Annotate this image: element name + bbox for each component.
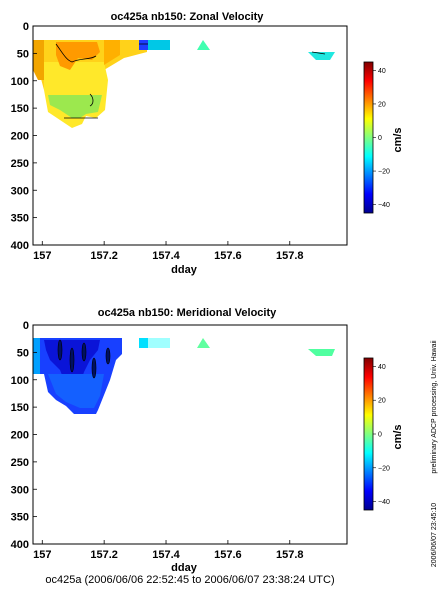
time-range-footer: oc425a (2006/06/06 22:52:45 to 2006/06/0… bbox=[45, 574, 334, 586]
meridional-contour-1 bbox=[57, 339, 63, 361]
y-tick-label: 150 bbox=[11, 402, 29, 414]
y-tick-label: 200 bbox=[11, 430, 29, 442]
meridional-patch-157-90 bbox=[308, 349, 335, 356]
colorbar-tick-label: 20 bbox=[378, 101, 386, 108]
meridional-title: oc425a nb150: Meridional Velocity bbox=[98, 307, 277, 319]
zonal-left-edge-region bbox=[33, 40, 44, 80]
colorbar-tick-label: −40 bbox=[378, 499, 390, 506]
y-tick-label: 350 bbox=[11, 213, 29, 225]
zonal-colorbar-label: cm/s bbox=[392, 127, 404, 152]
zonal-deep-region bbox=[48, 95, 102, 118]
meridional-patch-157-52 bbox=[197, 338, 210, 348]
y-tick-label: 100 bbox=[11, 76, 29, 88]
zonal-patch-157-52 bbox=[197, 40, 210, 50]
colorbar-tick-label: −20 bbox=[378, 465, 390, 472]
zonal-right-region bbox=[104, 40, 120, 65]
meridional-ticks: 157 157.2 157.4 157.6 157.8 0 50 100 150 200 250 30… bbox=[11, 320, 304, 561]
processing-note: preliminary ADCP processing, Univ. Hawai… bbox=[431, 340, 438, 474]
y-tick-label: 100 bbox=[11, 375, 29, 387]
x-tick-label: 157.2 bbox=[90, 549, 118, 561]
zonal-title: oc425a nb150: Zonal Velocity bbox=[111, 11, 265, 23]
meridional-deep-region bbox=[48, 374, 104, 408]
colorbar-tick-label: 0 bbox=[378, 432, 382, 439]
x-tick-label: 157.6 bbox=[214, 250, 242, 262]
meridional-xlabel: dday bbox=[171, 562, 198, 574]
processing-timestamp: 2006/06/07 23:45:10 bbox=[431, 503, 438, 567]
zonal-contours bbox=[55, 43, 326, 119]
y-tick-label: 300 bbox=[11, 185, 29, 197]
zonal-velocity-panel: oc425a nb150: Zonal Velocity 157 157.2 157… bbox=[11, 11, 404, 276]
meridional-colorbar-ticks: 40 20 0 −20 −40 bbox=[373, 364, 390, 506]
y-tick-label: 50 bbox=[17, 347, 29, 359]
meridional-contour-4 bbox=[91, 357, 97, 379]
meridional-contour-2 bbox=[69, 347, 75, 373]
zonal-contour-2 bbox=[89, 93, 94, 107]
x-tick-label: 157.4 bbox=[152, 549, 180, 561]
meridional-contour-3 bbox=[81, 342, 87, 362]
colorbar-tick-label: 20 bbox=[378, 398, 386, 405]
y-tick-label: 150 bbox=[11, 103, 29, 115]
y-tick-label: 250 bbox=[11, 457, 29, 469]
x-tick-label: 157.6 bbox=[214, 549, 242, 561]
meridional-colorbar bbox=[363, 357, 374, 511]
meridional-colorbar-label: cm/s bbox=[392, 424, 404, 449]
colorbar-tick-label: −20 bbox=[378, 169, 390, 176]
zonal-xlabel: dday bbox=[171, 264, 198, 276]
y-tick-label: 400 bbox=[11, 240, 29, 252]
meridional-velocity-panel: oc425a nb150: Meridional Velocity 157 157… bbox=[11, 307, 404, 574]
colorbar-tick-label: 40 bbox=[378, 68, 386, 75]
zonal-ticks: 157 157.2 157.4 157.6 157.8 0 50 100 150 200 250 30… bbox=[11, 21, 304, 262]
y-tick-label: 400 bbox=[11, 539, 29, 551]
zonal-contour-4 bbox=[139, 43, 326, 55]
x-tick-label: 157.4 bbox=[152, 250, 180, 262]
x-tick-label: 157 bbox=[33, 549, 51, 561]
zonal-orange-core bbox=[56, 42, 100, 70]
zonal-patch-157-33b bbox=[148, 40, 170, 50]
y-tick-label: 50 bbox=[17, 48, 29, 60]
y-tick-label: 0 bbox=[23, 320, 29, 332]
x-tick-label: 157.8 bbox=[276, 549, 304, 561]
colorbar-tick-label: 40 bbox=[378, 364, 386, 371]
zonal-data-regions bbox=[33, 40, 335, 128]
zonal-colorbar-ticks: 40 20 0 −20 −40 bbox=[373, 68, 390, 209]
meridional-contours bbox=[57, 339, 111, 379]
y-tick-label: 350 bbox=[11, 512, 29, 524]
zonal-contour-1 bbox=[55, 43, 97, 63]
meridional-data-regions bbox=[33, 338, 335, 414]
zonal-colorbar bbox=[363, 61, 374, 214]
meridional-patch-157-33b bbox=[148, 338, 170, 348]
meridional-contour-5 bbox=[105, 347, 111, 365]
x-tick-label: 157.2 bbox=[90, 250, 118, 262]
x-tick-label: 157.8 bbox=[276, 250, 304, 262]
colorbar-tick-label: −40 bbox=[378, 202, 390, 209]
y-tick-label: 250 bbox=[11, 158, 29, 170]
meridional-patch-157-33 bbox=[139, 338, 148, 348]
meridional-left-edge bbox=[33, 338, 40, 374]
y-tick-label: 200 bbox=[11, 131, 29, 143]
colorbar-tick-label: 0 bbox=[378, 135, 382, 142]
zonal-patch-157-33 bbox=[139, 40, 148, 50]
y-tick-label: 0 bbox=[23, 21, 29, 33]
x-tick-label: 157 bbox=[33, 250, 51, 262]
zonal-patch-157-90 bbox=[308, 52, 335, 60]
y-tick-label: 300 bbox=[11, 484, 29, 496]
